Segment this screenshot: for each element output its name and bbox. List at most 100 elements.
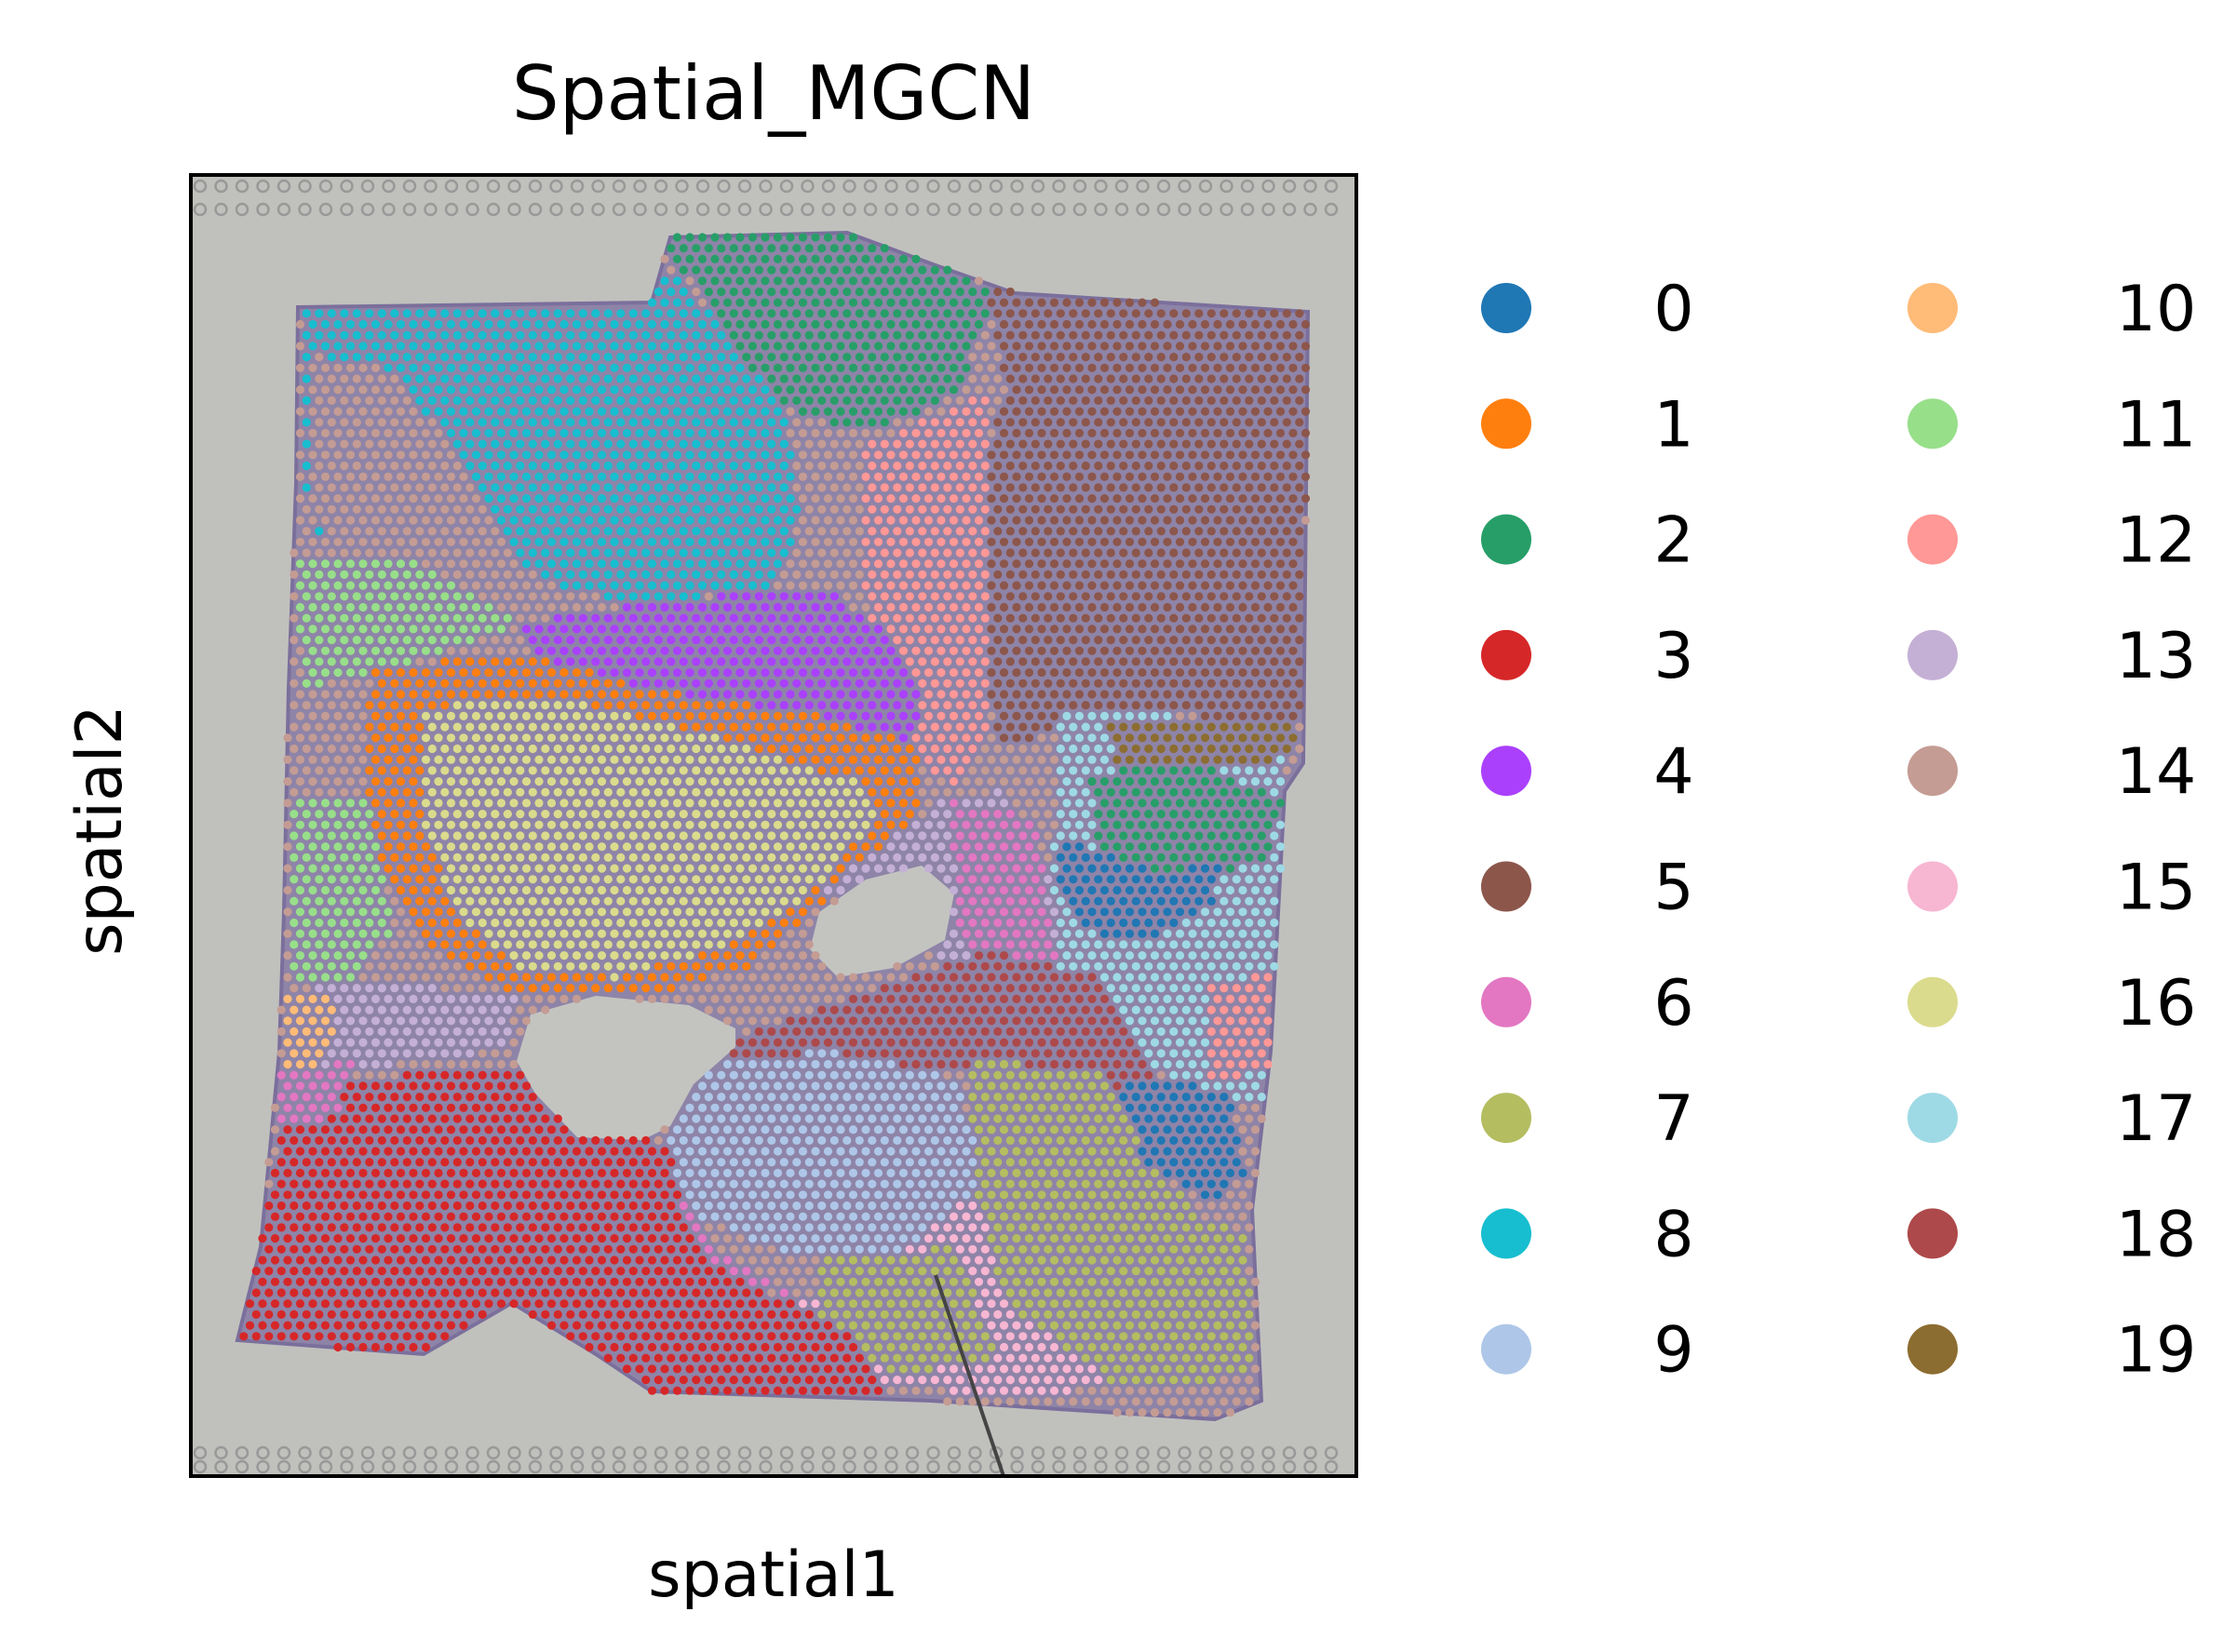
spot-cluster-14 — [886, 428, 896, 437]
spot-cluster-16 — [591, 896, 600, 906]
spot-cluster-14 — [829, 896, 839, 906]
spot-cluster-16 — [667, 787, 676, 797]
spot-cluster-17 — [1081, 787, 1090, 797]
spot-cluster-2 — [943, 353, 952, 362]
spot-cluster-8 — [534, 385, 544, 395]
spot-cluster-1 — [880, 766, 889, 775]
spot-cluster-1 — [767, 918, 776, 928]
spot-cluster-5 — [1200, 385, 1210, 395]
spot-cluster-2 — [1112, 777, 1122, 786]
spot-cluster-12 — [949, 407, 959, 416]
spot-cluster-5 — [1194, 657, 1204, 666]
spot-cluster-11 — [295, 907, 305, 917]
spot-cluster-0 — [1069, 875, 1078, 884]
spot-cluster-5 — [1282, 548, 1291, 557]
spot-cluster-1 — [478, 678, 487, 688]
spot-cluster-5 — [1282, 504, 1291, 514]
spot-cluster-5 — [1257, 483, 1266, 492]
spot-cluster-14 — [968, 766, 977, 775]
spot-cluster-12 — [873, 581, 883, 590]
spot-cluster-1 — [491, 657, 500, 666]
spot-cluster-5 — [1112, 407, 1122, 416]
spot-cluster-13 — [999, 799, 1009, 808]
spot-cluster-6 — [987, 864, 996, 873]
spot-cluster-12 — [886, 625, 896, 634]
fiducial-dot — [298, 1445, 312, 1460]
spot-cluster-8 — [704, 570, 713, 580]
spot-cluster-14 — [409, 428, 418, 437]
spot-cluster-14 — [987, 385, 996, 395]
spot-cluster-16 — [503, 744, 512, 754]
spot-cluster-5 — [1081, 592, 1090, 601]
spot-cluster-14 — [320, 472, 330, 481]
spot-cluster-13 — [949, 929, 959, 938]
spot-cluster-8 — [754, 461, 763, 471]
spot-cluster-5 — [987, 472, 996, 481]
spot-cluster-14 — [333, 407, 343, 416]
fiducial-dot — [968, 202, 982, 217]
spot-cluster-2 — [949, 342, 959, 351]
spot-cluster-8 — [654, 287, 663, 297]
spot-cluster-8 — [622, 516, 632, 525]
spot-cluster-2 — [955, 287, 964, 297]
spot-cluster-2 — [748, 363, 758, 372]
spot-cluster-5 — [1119, 592, 1128, 601]
spot-cluster-8 — [660, 428, 669, 437]
spot-cluster-16 — [610, 711, 619, 721]
fiducial-dot — [424, 202, 438, 217]
spot-cluster-19 — [1181, 722, 1191, 732]
spot-cluster-19 — [1150, 755, 1160, 764]
spot-cluster-8 — [717, 396, 726, 405]
spot-cluster-5 — [1213, 690, 1222, 699]
spot-cluster-6 — [962, 842, 971, 852]
spot-cluster-8 — [635, 319, 644, 329]
spot-cluster-16 — [773, 842, 783, 852]
spot-cluster-5 — [1169, 527, 1179, 536]
spot-cluster-8 — [521, 342, 532, 351]
spot-cluster-14 — [692, 287, 701, 297]
spot-cluster-5 — [1144, 636, 1153, 645]
spot-cluster-8 — [773, 472, 783, 481]
spot-cluster-1 — [911, 755, 921, 764]
spot-cluster-11 — [315, 592, 324, 601]
spot-cluster-5 — [1074, 581, 1085, 590]
spot-cluster-14 — [283, 842, 292, 852]
spot-cluster-8 — [471, 472, 481, 481]
spot-cluster-11 — [402, 613, 411, 623]
spot-cluster-5 — [1250, 602, 1260, 612]
spot-cluster-14 — [955, 396, 964, 405]
spot-cluster-8 — [585, 342, 594, 351]
spot-cluster-5 — [1018, 548, 1028, 557]
spot-cluster-12 — [962, 646, 971, 655]
spot-cluster-16 — [704, 810, 713, 819]
spot-cluster-8 — [597, 516, 607, 525]
spot-cluster-16 — [491, 853, 500, 863]
spot-cluster-11 — [345, 625, 356, 634]
spot-cluster-11 — [345, 864, 356, 873]
spot-cluster-12 — [898, 602, 909, 612]
spot-cluster-16 — [654, 831, 663, 840]
spot-cluster-5 — [1288, 625, 1298, 634]
spot-cluster-2 — [767, 309, 776, 318]
spot-cluster-12 — [962, 602, 971, 612]
spot-cluster-16 — [503, 701, 512, 710]
spot-cluster-11 — [320, 602, 330, 612]
spot-cluster-16 — [798, 842, 808, 852]
spot-cluster-16 — [572, 755, 582, 764]
spot-cluster-5 — [1031, 396, 1040, 405]
spot-cluster-5 — [1081, 353, 1090, 362]
spot-cluster-8 — [660, 407, 669, 416]
spot-cluster-5 — [1138, 472, 1147, 481]
spot-cluster-17 — [1056, 896, 1065, 906]
spot-cluster-5 — [1270, 353, 1279, 362]
spot-cluster-17 — [1250, 777, 1260, 786]
spot-cluster-8 — [534, 407, 544, 416]
spot-cluster-11 — [352, 636, 361, 645]
spot-cluster-6 — [993, 831, 1003, 840]
spot-cluster-11 — [452, 592, 462, 601]
fiducial-dot — [444, 1459, 459, 1474]
spot-cluster-5 — [1144, 527, 1153, 536]
spot-cluster-14 — [566, 592, 575, 601]
spot-cluster-2 — [893, 374, 902, 383]
spot-cluster-5 — [1257, 374, 1266, 383]
